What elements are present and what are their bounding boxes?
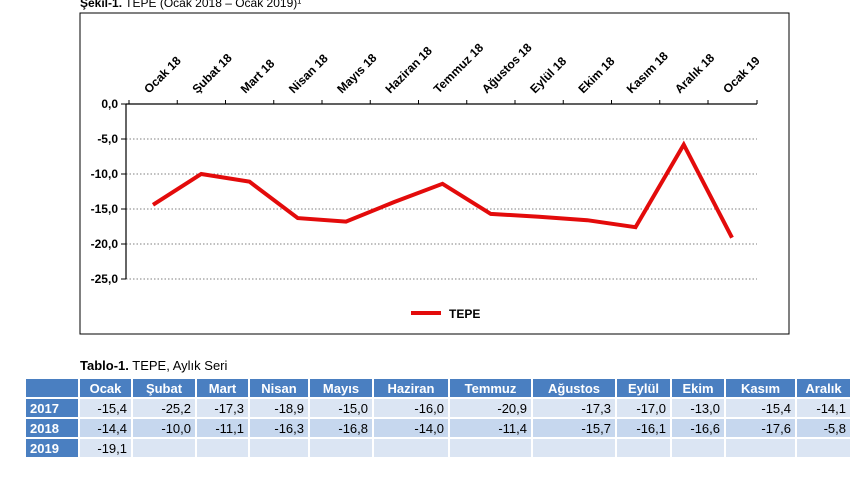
table-cell xyxy=(372,437,450,459)
legend: TEPE xyxy=(411,307,480,321)
col-header: Temmuz xyxy=(448,377,533,399)
y-tick-label: -5,0 xyxy=(97,132,118,146)
table-cell xyxy=(724,437,797,459)
figure-label: Şekil-1. xyxy=(80,0,123,10)
col-header: Aralık xyxy=(795,377,852,399)
y-tick-label: -25,0 xyxy=(91,272,119,286)
table-cell xyxy=(308,437,374,459)
row-year: 2017 xyxy=(24,397,80,419)
col-header: Ağustos xyxy=(531,377,617,399)
table-cell: -14,1 xyxy=(795,397,852,419)
col-header: Nisan xyxy=(248,377,310,399)
table-cell xyxy=(131,437,197,459)
table-cell: -17,3 xyxy=(531,397,617,419)
table-cell xyxy=(248,437,310,459)
y-tick-labels: 0,0 -5,0 -10,0 -15,0 -20,0 -25,0 xyxy=(91,97,119,286)
table-cell: -14,0 xyxy=(372,417,450,439)
table-cell xyxy=(195,437,250,459)
y-tick-label: -20,0 xyxy=(91,237,119,251)
table-cell: -20,9 xyxy=(448,397,533,419)
table-cell: -13,0 xyxy=(670,397,726,419)
figure-title: TEPE (Ocak 2018 – Ocak 2019)¹ xyxy=(125,0,302,10)
gridlines xyxy=(126,138,757,280)
monthly-series-table: Ocak Şubat Mart Nisan Mayıs Haziran Temm… xyxy=(24,377,852,459)
table-row: 2017 -15,4 -25,2 -17,3 -18,9 -15,0 -16,0 -20,9-… xyxy=(24,397,852,419)
legend-label-tepe: TEPE xyxy=(449,307,480,321)
table-body: 2017 -15,4 -25,2 -17,3 -18,9 -15,0 -16,0 -20,9-… xyxy=(24,397,852,459)
table-cell: -16,8 xyxy=(308,417,374,439)
table-cell: -10,0 xyxy=(131,417,197,439)
row-year: 2019 xyxy=(24,437,80,459)
y-tick-label: -15,0 xyxy=(91,202,119,216)
col-header: Haziran xyxy=(372,377,450,399)
line-chart: 0,0-5,0-10,0-15,0-20,0-25,0 Ocak 18 Şubat… xyxy=(79,12,790,335)
table-row: 2019 -19,1 xyxy=(24,437,852,459)
col-header: Eylül xyxy=(615,377,672,399)
table-caption: Tablo-1. TEPE, Aylık Seri xyxy=(80,358,227,373)
col-header: Şubat xyxy=(131,377,197,399)
figure-caption: Şekil-1. TEPE (Ocak 2018 – Ocak 2019)¹ xyxy=(80,0,301,10)
table-cell: -17,3 xyxy=(195,397,250,419)
table-cell: -15,4 xyxy=(724,397,797,419)
table-cell xyxy=(448,437,533,459)
table-cell: -17,0 xyxy=(615,397,672,419)
table-cell: -11,4 xyxy=(448,417,533,439)
table-cell: -15,4 xyxy=(78,397,133,419)
table-corner xyxy=(24,377,80,399)
series-layer xyxy=(151,140,734,239)
col-header: Mart xyxy=(195,377,250,399)
table-title: TEPE, Aylık Seri xyxy=(132,358,228,373)
table-header-row: Ocak Şubat Mart Nisan Mayıs Haziran Temm… xyxy=(24,377,852,399)
table-cell: -15,0 xyxy=(308,397,374,419)
table-cell: -25,2 xyxy=(131,397,197,419)
chart-frame xyxy=(79,12,790,335)
y-tick-label: 0,0 xyxy=(101,97,118,111)
col-header: Ekim xyxy=(670,377,726,399)
table-row: 2018 -14,4 -10,0 -11,1 -16,3 -16,8 -14,0 -11,4-… xyxy=(24,417,852,439)
table-label: Tablo-1. xyxy=(80,358,129,373)
table-cell xyxy=(670,437,726,459)
table-cell: -5,8 xyxy=(795,417,852,439)
table-cell: -19,1 xyxy=(78,437,133,459)
table-cell: -16,6 xyxy=(670,417,726,439)
table-cell: -18,9 xyxy=(248,397,310,419)
col-header: Kasım xyxy=(724,377,797,399)
table-cell: -11,1 xyxy=(195,417,250,439)
table-cell: -16,3 xyxy=(248,417,310,439)
table-cell xyxy=(795,437,852,459)
table-cell xyxy=(615,437,672,459)
axes xyxy=(121,100,758,280)
table-cell: -16,0 xyxy=(372,397,450,419)
table-cell xyxy=(531,437,617,459)
y-tick-label: -10,0 xyxy=(91,167,119,181)
col-header: Ocak xyxy=(78,377,133,399)
table-cell: -14,4 xyxy=(78,417,133,439)
table-cell: -16,1 xyxy=(615,417,672,439)
table-cell: -17,6 xyxy=(724,417,797,439)
table-cell: -15,7 xyxy=(531,417,617,439)
row-year: 2018 xyxy=(24,417,80,439)
col-header: Mayıs xyxy=(308,377,374,399)
